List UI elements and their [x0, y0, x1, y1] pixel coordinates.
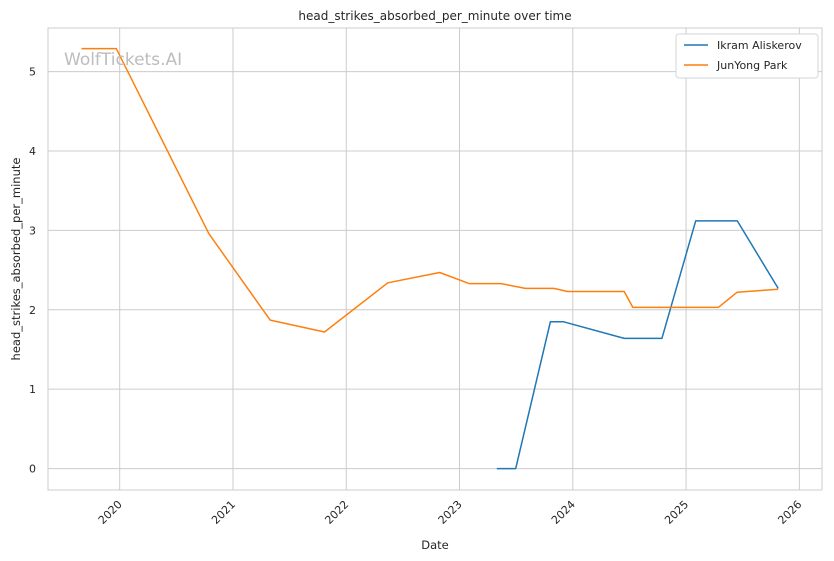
y-tick-label: 4	[29, 145, 36, 158]
series-layer	[81, 47, 779, 470]
legend-label-junyong-park: JunYong Park	[716, 59, 788, 72]
y-tick-label: 2	[29, 304, 36, 317]
legend: Ikram Aliskerov JunYong Park	[675, 33, 819, 79]
plot-frame	[47, 27, 823, 491]
y-tick-label: 1	[29, 383, 36, 396]
series-line-ikram-aliskerov	[496, 220, 779, 470]
y-tick-label: 5	[29, 66, 36, 79]
legend-box	[675, 33, 819, 79]
watermark-text: WolfTickets.AI	[64, 50, 182, 70]
x-axis-label: Date	[421, 538, 449, 552]
y-tick-label: 0	[29, 463, 36, 476]
y-tick-labels: 0 1 2 3 4 5	[29, 66, 36, 476]
y-axis-label: head_strikes_absorbed_per_minute	[9, 158, 23, 361]
legend-label-ikram-aliskerov: Ikram Aliskerov	[717, 39, 802, 52]
y-tick-label: 3	[29, 224, 36, 237]
series-line-junyong-park	[81, 47, 779, 333]
chart-title: head_strikes_absorbed_per_minute over ti…	[298, 9, 571, 23]
